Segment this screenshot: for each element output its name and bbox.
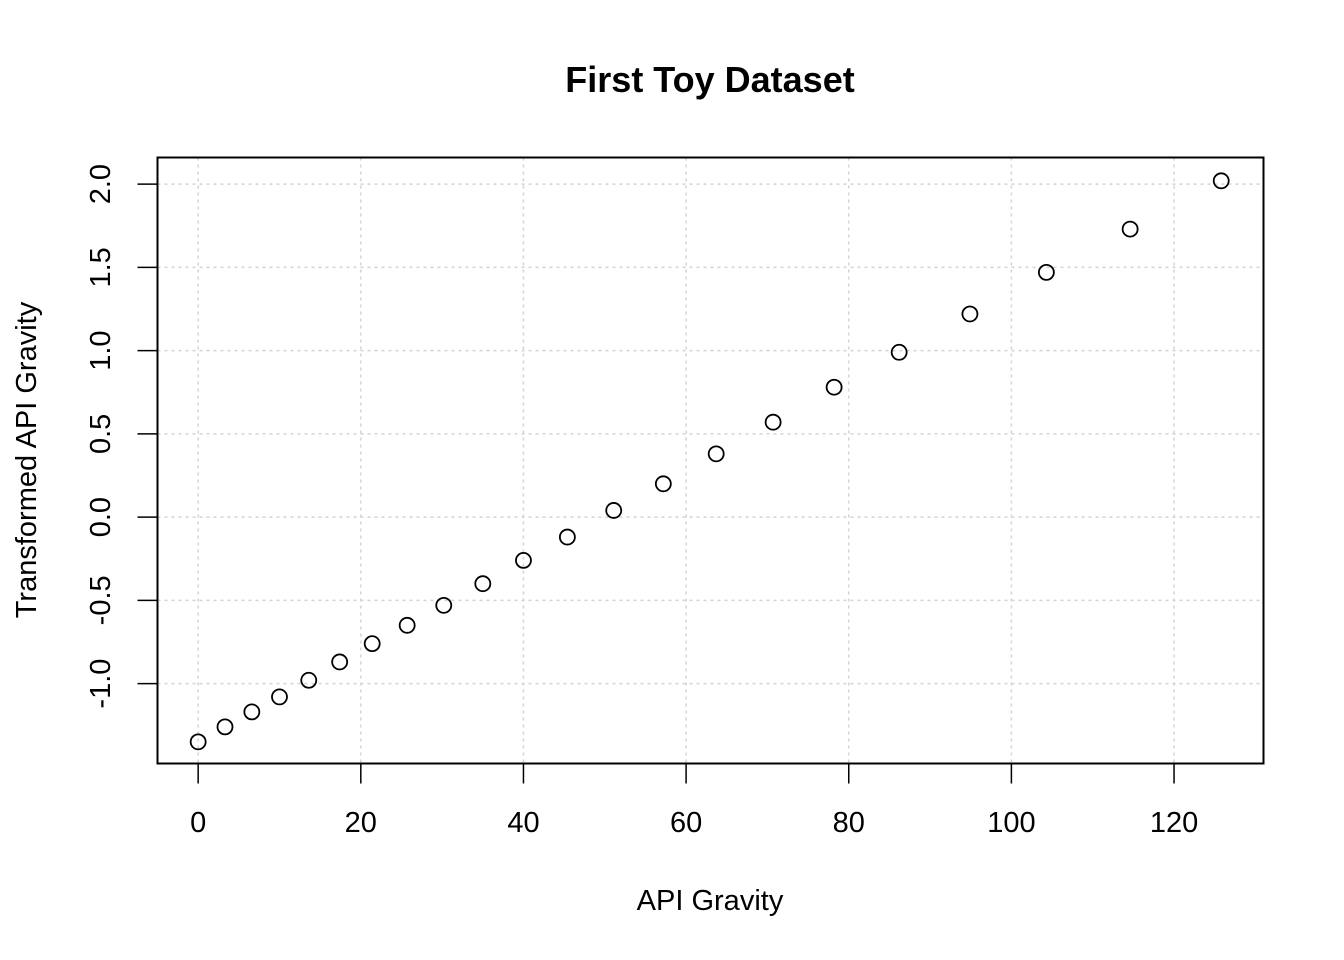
x-tick-label: 100 [987,807,1035,839]
y-tick-label: 1.5 [85,247,117,287]
data-point [271,688,288,706]
data-point [764,413,782,431]
data-point [398,616,416,634]
data-point [300,671,318,689]
x-tick-label: 60 [670,807,702,839]
data-point [825,378,843,396]
plot-frame [156,156,1265,765]
x-tick-label: 0 [190,807,206,839]
data-point [558,528,576,546]
data-point [515,551,532,569]
data-point [474,575,492,593]
y-tick-label: 1.0 [85,330,117,370]
y-tick-label: 0.5 [85,414,117,454]
y-tick-label: 0.0 [85,497,117,537]
data-point [331,653,349,671]
grid [157,157,1264,764]
data-point [961,305,979,323]
chart-title: First Toy Dataset [565,59,854,100]
y-axis: -1.0 -0.5 0.0 0.5 1.0 1.5 2.0 [85,164,159,709]
data-point [605,502,623,519]
x-tick-label: 120 [1150,807,1198,839]
data-point [216,718,234,736]
x-tick-label: 80 [833,807,865,839]
data-point [654,475,672,493]
data-point [1121,220,1139,238]
y-tick-label: -1.0 [85,659,117,709]
y-tick-label: 2.0 [85,164,117,204]
data-point [1212,172,1230,190]
x-tick-label: 20 [345,807,377,839]
data-points [189,172,1230,751]
x-axis-label: API Gravity [637,885,784,917]
data-point [435,596,453,614]
x-tick-label: 40 [507,807,539,839]
y-tick-label: -0.5 [85,575,117,625]
data-point [890,343,908,361]
data-point [1037,263,1055,281]
data-point [189,733,207,751]
data-point [243,703,261,721]
x-axis: 0 20 40 60 80 100 120 [190,762,1198,839]
data-point [363,635,381,653]
data-point [707,445,725,463]
y-axis-label: Transformed API Gravity [11,301,43,618]
